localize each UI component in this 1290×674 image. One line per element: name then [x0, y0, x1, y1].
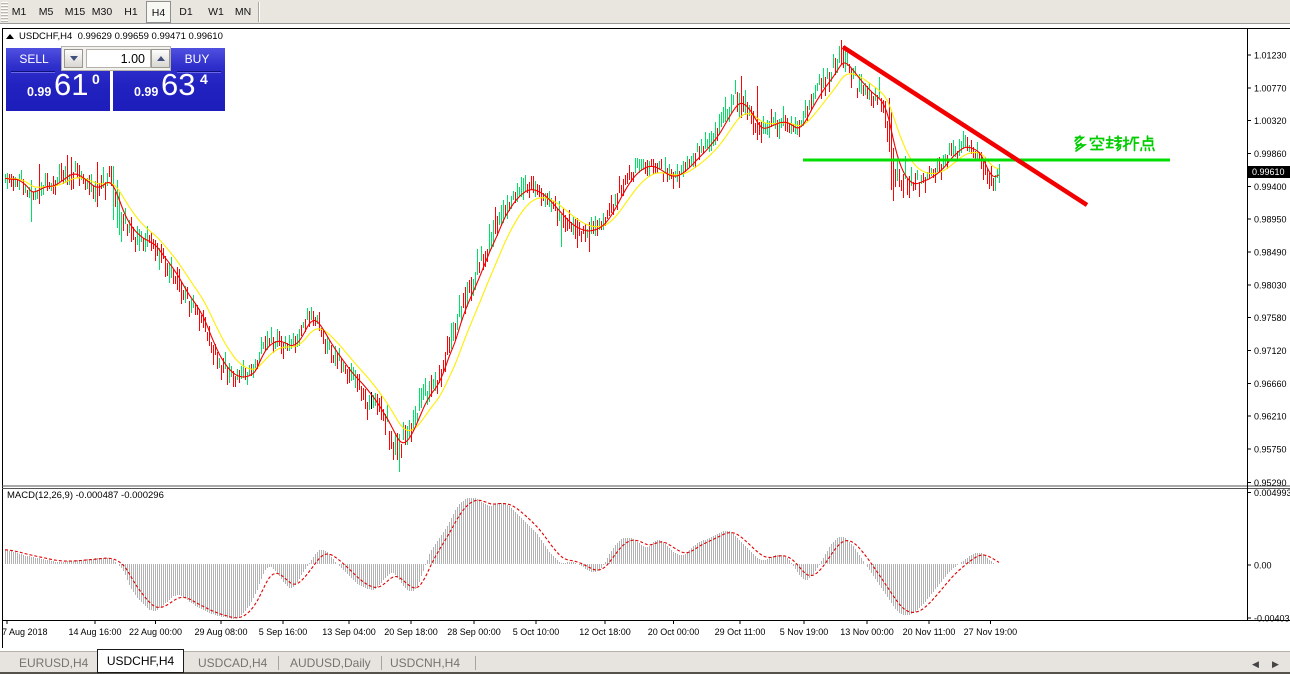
svg-text:0.99860: 0.99860: [1254, 149, 1287, 159]
svg-text:0.98950: 0.98950: [1254, 214, 1287, 224]
svg-text:1.00770: 1.00770: [1254, 83, 1287, 93]
svg-text:1.01230: 1.01230: [1254, 50, 1287, 60]
svg-text:20 Sep 18:00: 20 Sep 18:00: [384, 627, 438, 637]
svg-text:27 Nov 19:00: 27 Nov 19:00: [964, 627, 1018, 637]
svg-text:12 Oct 18:00: 12 Oct 18:00: [579, 627, 631, 637]
svg-text:22 Aug 00:00: 22 Aug 00:00: [129, 627, 182, 637]
svg-text:0.98490: 0.98490: [1254, 248, 1287, 258]
svg-text:0.95290: 0.95290: [1254, 478, 1287, 488]
svg-text:5 Oct 10:00: 5 Oct 10:00: [513, 627, 560, 637]
svg-text:13 Nov 00:00: 13 Nov 00:00: [840, 627, 894, 637]
svg-text:-0.004032: -0.004032: [1254, 614, 1290, 624]
svg-text:5 Sep 16:00: 5 Sep 16:00: [259, 627, 308, 637]
svg-text:29 Oct 11:00: 29 Oct 11:00: [715, 627, 766, 637]
svg-text:0.96660: 0.96660: [1254, 379, 1287, 389]
svg-text:1.00320: 1.00320: [1254, 116, 1287, 126]
svg-text:0.95750: 0.95750: [1254, 445, 1287, 455]
svg-text:7 Aug 2018: 7 Aug 2018: [2, 627, 48, 637]
svg-text:MACD(12,26,9) -0.000487 -0.000: MACD(12,26,9) -0.000487 -0.000296: [7, 490, 164, 501]
svg-text:28 Sep 00:00: 28 Sep 00:00: [447, 627, 501, 637]
svg-text:20 Oct 00:00: 20 Oct 00:00: [648, 627, 700, 637]
svg-text:0.004993: 0.004993: [1254, 488, 1290, 498]
svg-text:20 Nov 11:00: 20 Nov 11:00: [903, 627, 956, 637]
svg-text:0.99400: 0.99400: [1254, 182, 1287, 192]
svg-text:0.96210: 0.96210: [1254, 412, 1287, 422]
svg-text:0.00: 0.00: [1254, 561, 1272, 571]
svg-text:13 Sep 04:00: 13 Sep 04:00: [322, 627, 376, 637]
svg-text:0.98030: 0.98030: [1254, 281, 1287, 291]
svg-text:5 Nov 19:00: 5 Nov 19:00: [780, 627, 829, 637]
svg-text:0.97120: 0.97120: [1254, 346, 1287, 356]
svg-text:14 Aug 16:00: 14 Aug 16:00: [68, 627, 121, 637]
svg-text:0.97580: 0.97580: [1254, 313, 1287, 323]
svg-text:29 Aug 08:00: 29 Aug 08:00: [194, 627, 247, 637]
